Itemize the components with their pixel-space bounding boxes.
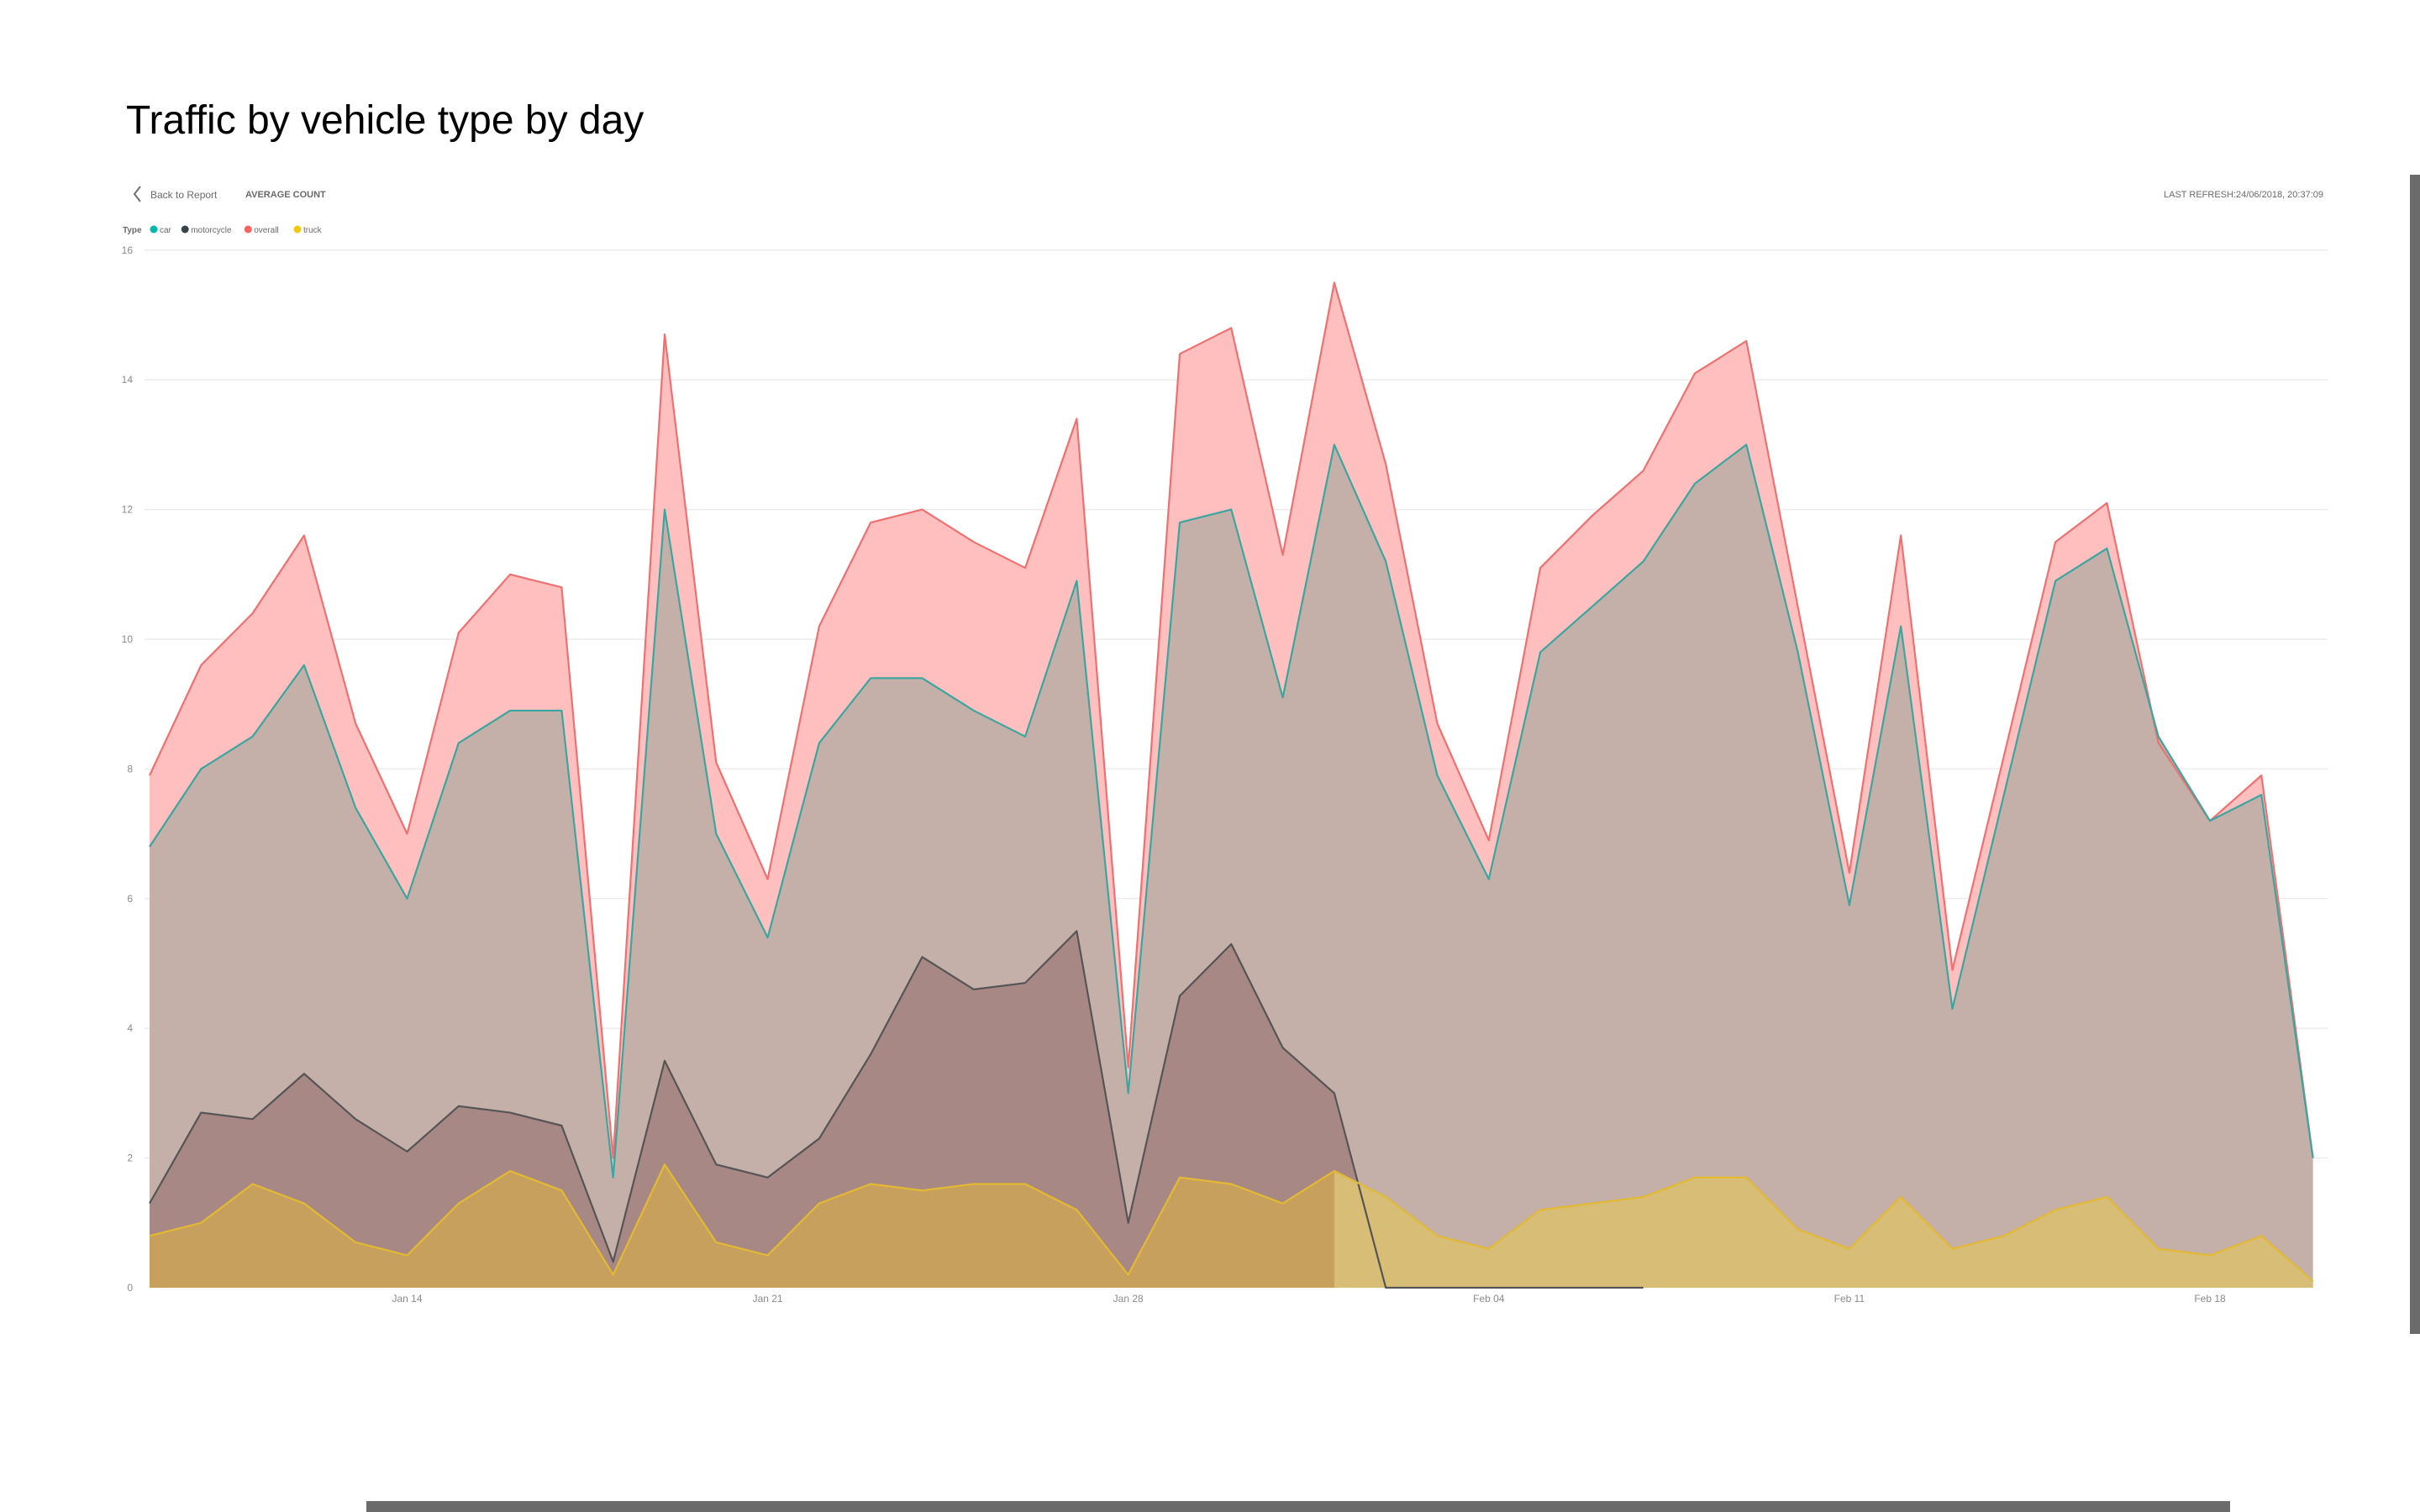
legend-label-motorcycle[interactable]: motorcycle	[191, 226, 232, 235]
chevron-left-icon	[133, 186, 141, 202]
y-tick-label-14: 14	[122, 374, 134, 386]
legend-label-truck[interactable]: truck	[303, 226, 323, 235]
y-tick-label-10: 10	[122, 633, 134, 645]
area-truck-late	[1334, 1171, 2313, 1288]
vertical-scrollbar[interactable]	[2410, 175, 2420, 1334]
legend-label-car[interactable]: car	[160, 226, 172, 235]
legend-marker-car	[150, 225, 158, 234]
y-tick-label-6: 6	[127, 893, 133, 905]
x-tick-label: Jan 28	[1113, 1293, 1144, 1305]
area-series	[149, 281, 2314, 1289]
y-tick-label-12: 12	[122, 504, 134, 516]
chart-legend: Type car motorcycle overall truck	[123, 225, 323, 235]
x-tick-label: Feb 11	[1834, 1293, 1865, 1305]
y-tick-label-8: 8	[127, 763, 133, 774]
area-car	[150, 444, 2313, 1288]
legend-marker-motorcycle	[181, 225, 189, 234]
refresh-timestamp: LAST REFRESH:24/06/2018, 20:37:09	[2164, 190, 2323, 200]
x-tick-label: Jan 14	[392, 1293, 422, 1305]
back-to-report-label: Back to Report	[150, 189, 218, 201]
x-tick-label: Feb 18	[2194, 1293, 2226, 1305]
x-tick-label: Feb 04	[1473, 1293, 1505, 1305]
line-overall	[149, 281, 2314, 1159]
page-title: Traffic by vehicle type by day	[126, 98, 644, 143]
back-to-report-button[interactable]: Back to Report	[133, 186, 218, 202]
line-car	[149, 444, 2314, 1179]
y-tick-label-16: 16	[122, 244, 134, 256]
legend-label-overall[interactable]: overall	[254, 226, 278, 235]
x-tick-label: Jan 21	[753, 1293, 783, 1305]
axes: 0 2 4 6 8 10 12 14 16 Jan 14 Jan 21 Jan 28 Feb 04 Feb…	[122, 244, 2226, 1305]
line-motorcycle	[149, 930, 1644, 1289]
legend-marker-overall	[244, 225, 252, 234]
y-tick-label-4: 4	[127, 1022, 133, 1034]
measure-label: AVERAGE COUNT	[245, 190, 326, 200]
horizontal-scrollbar[interactable]	[366, 1501, 2230, 1512]
y-tick-label-0: 0	[127, 1282, 133, 1294]
y-tick-label-2: 2	[127, 1152, 133, 1164]
legend-marker-truck	[293, 225, 302, 234]
line-truck	[149, 1163, 2314, 1283]
area-truck-early	[150, 1164, 1334, 1288]
legend-title: Type	[123, 226, 142, 235]
